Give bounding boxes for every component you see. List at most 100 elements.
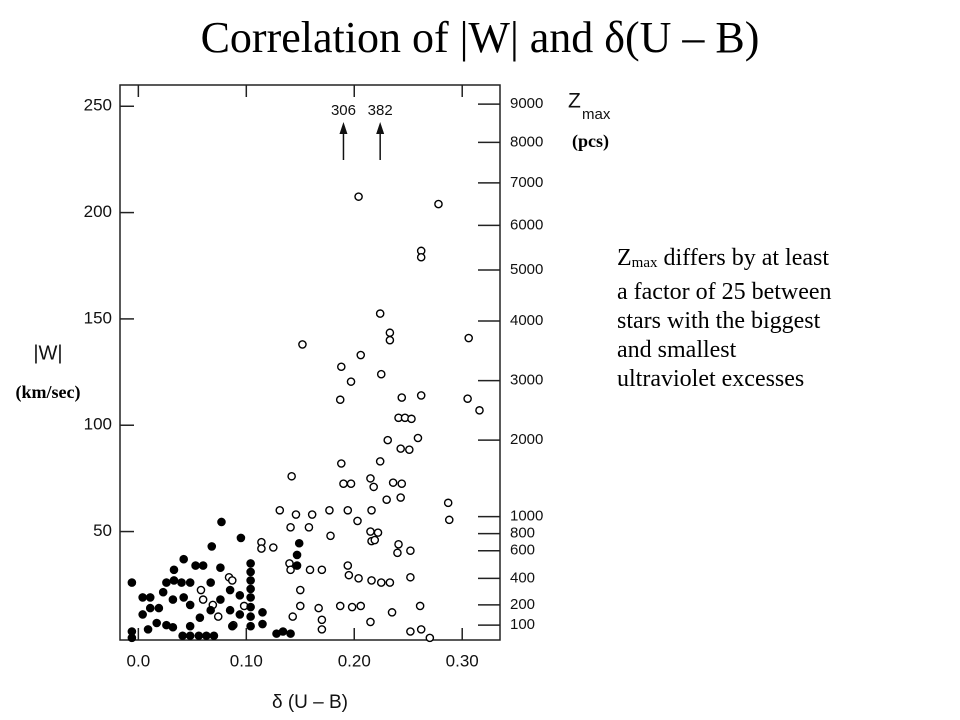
point xyxy=(286,522,295,532)
point xyxy=(396,493,405,502)
point xyxy=(367,505,376,515)
point xyxy=(169,565,179,575)
point xyxy=(225,605,235,615)
point xyxy=(317,625,327,634)
point xyxy=(268,543,278,552)
x-tick-label: 0.30 xyxy=(446,651,479,670)
note-line: and smallest xyxy=(617,337,737,363)
point xyxy=(317,565,327,575)
point xyxy=(463,394,472,403)
point xyxy=(317,615,327,625)
zmax-tick-label: 200 xyxy=(510,596,535,613)
zmax-tick-label: 8000 xyxy=(510,133,543,150)
arrow-head xyxy=(339,122,348,134)
point xyxy=(185,578,195,587)
point xyxy=(335,395,345,405)
point xyxy=(416,625,426,634)
point xyxy=(370,535,380,545)
arrow-head xyxy=(376,122,385,134)
point xyxy=(207,542,217,551)
point xyxy=(397,479,407,489)
point xyxy=(298,340,307,349)
point xyxy=(366,474,375,483)
point xyxy=(464,333,473,343)
zmax-tick-label: 3000 xyxy=(510,372,543,389)
y-axis-unit: (km/sec) xyxy=(16,382,81,403)
point xyxy=(393,548,402,558)
point xyxy=(405,445,414,454)
note-line: a factor of 25 between xyxy=(617,279,832,305)
point xyxy=(235,610,245,619)
x-tick-label: 0.0 xyxy=(127,651,151,670)
point xyxy=(194,631,204,641)
point xyxy=(444,515,454,525)
point xyxy=(337,459,346,468)
zmax-tick-label: 400 xyxy=(510,569,535,586)
point xyxy=(179,554,188,564)
note-line: ultraviolet excesses xyxy=(617,366,805,392)
point xyxy=(216,563,225,573)
zmax-label: Z xyxy=(568,90,581,113)
y-tick-label: 200 xyxy=(84,202,112,221)
point xyxy=(143,625,153,634)
point xyxy=(394,540,403,549)
point xyxy=(235,591,245,600)
point xyxy=(202,631,211,641)
point xyxy=(138,593,147,602)
point xyxy=(369,482,378,492)
chart-title: Correlation of |W| and δ(U – B) xyxy=(201,13,760,62)
zmax-tick-label: 2000 xyxy=(510,431,543,448)
arrow-label: 306 xyxy=(331,102,356,119)
point xyxy=(292,561,302,570)
point xyxy=(294,538,304,548)
zmax-tick-label: 4000 xyxy=(510,312,543,329)
point xyxy=(367,576,376,585)
point xyxy=(434,199,443,209)
point xyxy=(443,498,453,508)
point xyxy=(178,631,187,641)
point xyxy=(339,479,348,489)
point xyxy=(287,471,296,481)
arrow-label: 382 xyxy=(368,102,393,119)
zmax-tick-label: 5000 xyxy=(510,261,543,278)
point xyxy=(304,522,314,532)
y-tick-label: 50 xyxy=(93,521,112,540)
point xyxy=(286,629,295,638)
zmax-tick-label: 100 xyxy=(510,616,535,633)
note-symbol: Z xyxy=(617,245,632,271)
point xyxy=(196,585,206,595)
point xyxy=(388,478,398,487)
zmax-unit: (pcs) xyxy=(572,131,609,152)
point xyxy=(278,627,288,636)
point xyxy=(415,601,425,611)
plot-frame xyxy=(119,84,501,641)
point xyxy=(162,578,171,587)
point xyxy=(179,593,188,602)
point xyxy=(335,601,345,611)
point xyxy=(407,414,416,424)
zmax-subscript: max xyxy=(582,106,611,123)
point xyxy=(236,533,246,543)
zmax-tick-label: 800 xyxy=(510,525,535,542)
point xyxy=(325,505,334,515)
point xyxy=(145,593,155,602)
point xyxy=(356,350,366,360)
point xyxy=(177,578,186,587)
point xyxy=(246,559,255,568)
zmax-tick-label: 9000 xyxy=(510,95,543,112)
point xyxy=(246,576,255,585)
point xyxy=(366,617,375,627)
point xyxy=(217,517,226,527)
point xyxy=(225,585,235,595)
point xyxy=(353,516,362,526)
point xyxy=(246,612,255,621)
point xyxy=(227,576,237,585)
point xyxy=(288,612,298,621)
point xyxy=(295,585,305,595)
point xyxy=(366,527,375,536)
point xyxy=(295,601,305,611)
point xyxy=(305,565,315,575)
point xyxy=(406,572,415,582)
point xyxy=(343,561,353,570)
